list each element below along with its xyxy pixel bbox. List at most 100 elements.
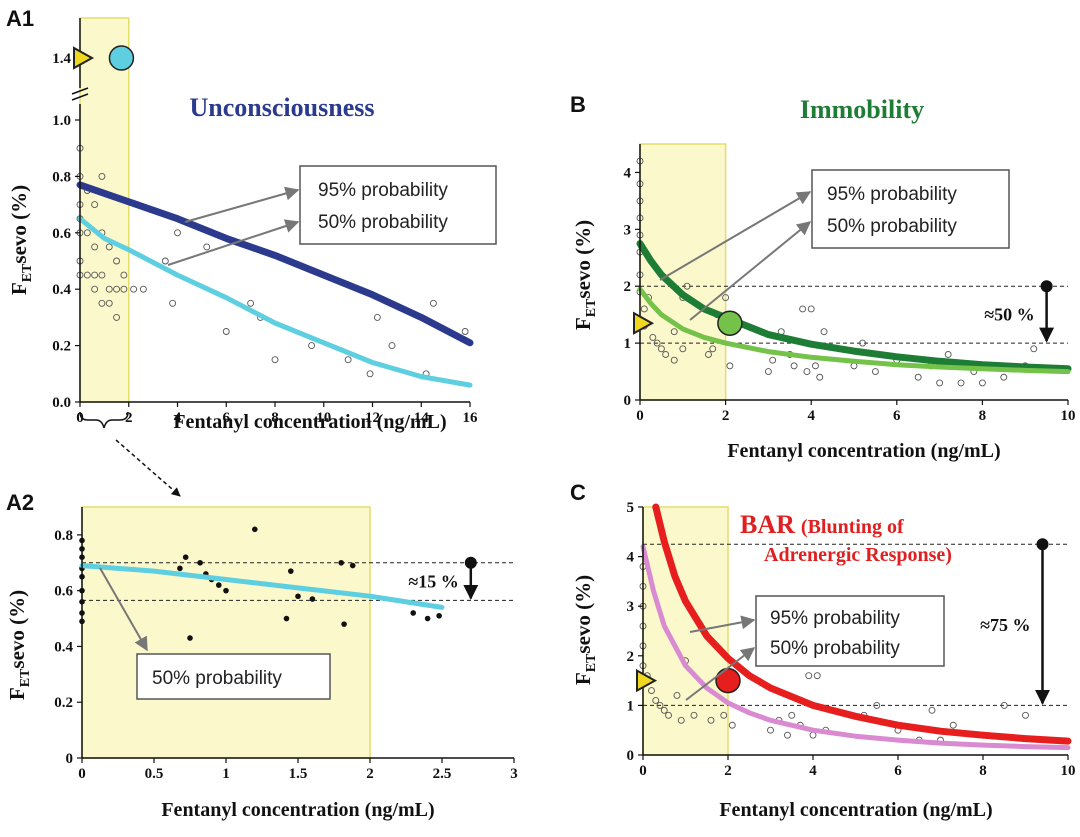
curve-a1-50 [77,216,473,388]
x-tick-label-a2: 1.5 [289,766,308,782]
data-point-b [662,351,670,358]
circle-marker-a1 [108,45,135,71]
triangle-marker-b [633,311,655,335]
legend-box-a1: 95% probability 50% probability [299,165,497,245]
curve-b-50 [637,286,1071,375]
zoom-bracket [79,411,129,429]
x-tick-label-b: 6 [893,408,901,424]
panel-a1: 0 2 4 6 8 10 12 14 16 0.0 0.2 0.4 0.6 0.8 1.0 1.4 Fenta… [7,17,497,497]
shaded-region-a2 [81,506,371,759]
pct-label-b: ≈50 % [984,305,1034,325]
xlabel-a1: Fentanyl concentration (ng/mL) [173,411,446,433]
y-tick-label-a2: 0 [66,751,74,767]
data-point-a2 [341,621,347,627]
x-tick-label-c: 0 [639,763,647,779]
legend-box-c: 95% probability 50% probability [755,595,945,667]
data-point-a2 [288,568,294,574]
circle-marker-b [717,310,743,336]
data-point-b [709,345,717,353]
y-tick-label-a1: 1.4 [52,51,71,67]
data-point-a1 [203,243,211,251]
arrow-a1-50 [167,219,300,266]
legend-box-b: 95% probability 50% probability [811,169,1010,249]
data-point-b [871,368,879,376]
data-point-a1 [83,271,91,279]
data-point-a1 [271,356,279,364]
pct-label-c: ≈75 % [980,615,1030,635]
data-point-c [652,696,660,704]
data-point-a1 [308,342,316,350]
data-point-c [656,701,664,709]
x-tick-label-a1: 16 [463,410,479,426]
data-point-a1 [105,299,113,307]
y-tick-label-a1: 0.8 [52,169,71,185]
shaded-region-a1 [79,17,130,403]
y-tick-label-a2: 0.2 [54,695,73,711]
data-point-b [790,362,798,370]
x-tick-label-b: 4 [807,408,815,424]
data-point-b [670,328,678,336]
data-point-b [764,368,772,376]
legend-b-50: 50% probability [827,216,957,237]
data-point-a1 [98,172,106,180]
x-tick-label-c: 8 [979,763,987,779]
x-tick-label-b: 10 [1061,408,1076,424]
data-point-c [728,721,736,729]
arrow-b-95 [659,191,812,281]
y-tick-label-a2: 0.8 [54,528,73,544]
x-tick-label-a2: 0 [78,766,86,782]
title-a1: Unconsciousness [190,93,375,122]
data-point-a1 [169,299,177,307]
ylabel-a1: FETsevo (%) [7,185,35,295]
xlabel-c: Fentanyl concentration (ng/mL) [719,799,992,821]
x-tick-label-a2: 3 [510,766,518,782]
panel-b: 0 2 4 6 8 10 0 1 2 3 4 ≈50 % Fentanyl concentration… [571,95,1076,462]
curve-a2-50 [79,563,445,610]
data-point-a2 [436,612,442,619]
data-point-b [807,305,815,313]
panel-label-a2: A2 [6,490,34,515]
data-point-c [707,716,715,724]
data-point-c [813,672,821,680]
x-tick-label-a1: 6 [223,410,231,426]
data-point-a1 [120,285,128,293]
data-point-a1 [461,328,469,335]
panel-label-b: B [570,92,586,117]
title-c-line2: Adrenergic Response) [764,544,952,566]
data-point-b [978,379,986,387]
data-point-c [677,716,685,724]
legend-b-95: 95% probability [827,184,957,205]
data-point-a1 [113,313,121,321]
data-point-a2 [338,559,345,566]
data-point-c [809,731,817,739]
panel-label-c: C [570,480,586,505]
axis-break-a1 [71,87,89,95]
y-tick-label-b: 3 [624,222,632,238]
data-point-a1 [83,229,91,237]
data-point-a1 [139,285,147,293]
data-point-a1 [247,299,255,307]
data-point-b [657,345,665,353]
data-point-a1 [113,285,121,293]
data-point-c [690,711,698,719]
data-point-a1 [91,201,99,209]
data-point-a1 [98,271,106,279]
x-tick-label-a2: 2 [366,766,374,782]
y-tick-label-c: 2 [627,649,635,665]
panel-a2: 0 0.5 1 1.5 2 2.5 3 0 0.2 0.4 0.6 0.8 ≈15 % Fentanyl… [5,506,518,821]
title-c: BAR (Blunting of [740,510,904,539]
data-point-a2 [223,587,229,594]
x-tick-label-a1: 10 [316,410,331,426]
data-point-b [859,339,867,347]
y-tick-label-b: 4 [624,165,632,181]
x-tick-label-b: 2 [722,408,730,424]
y-tick-label-c: 4 [627,550,635,566]
data-point-b [803,368,811,376]
y-tick-label-b: 0 [624,393,632,409]
panel-c: 0 2 4 6 8 10 0 1 2 3 4 5 ≈75 % Fentanyl concentratio… [571,500,1076,821]
data-point-a1 [120,271,128,279]
data-point-a2 [197,559,203,566]
data-point-a1 [105,285,113,293]
x-tick-label-a1: 8 [271,410,279,426]
